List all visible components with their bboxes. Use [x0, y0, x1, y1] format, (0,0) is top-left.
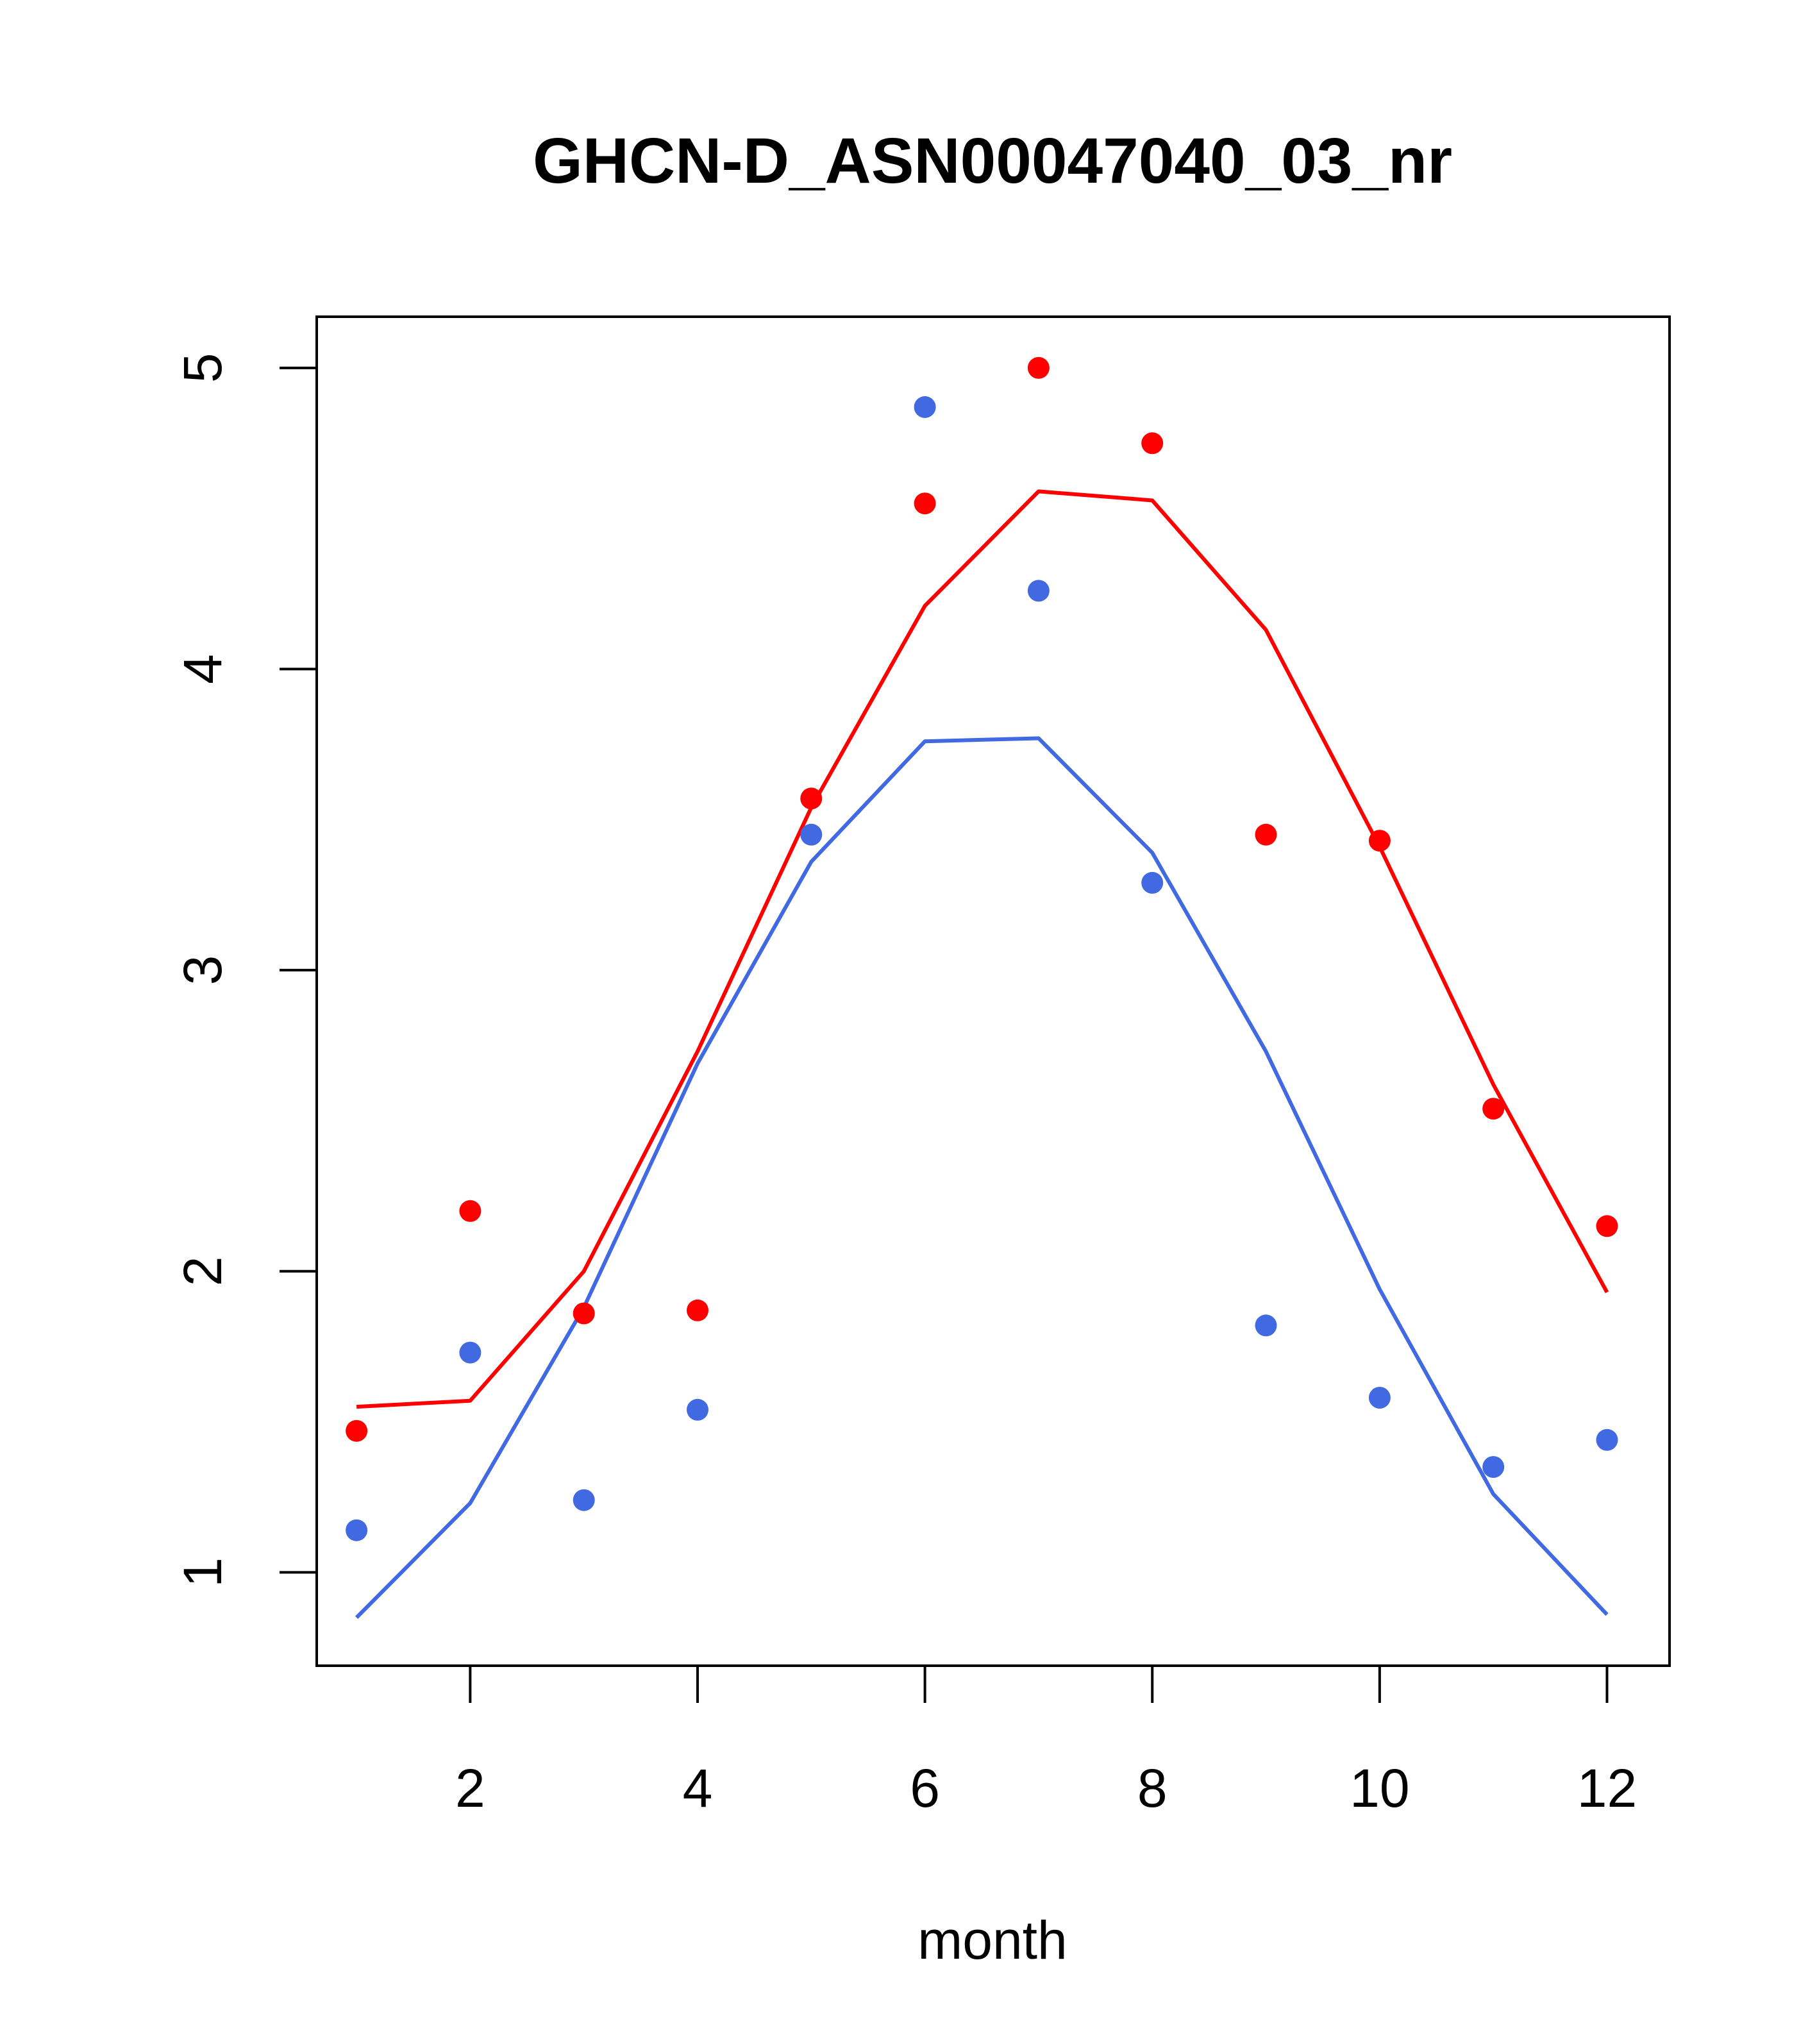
y-axis: 1 2 3 4 5: [172, 353, 317, 1587]
data-point-1-0: [346, 1519, 368, 1541]
data-point-1-3: [687, 1398, 708, 1421]
data-point-0-2: [573, 1302, 595, 1325]
data-point-0-3: [687, 1299, 708, 1321]
data-point-1-9: [1368, 1387, 1391, 1409]
y-tick-label: 4: [172, 654, 233, 684]
data-point-1-11: [1596, 1428, 1618, 1451]
x-tick-label: 6: [910, 1758, 940, 1818]
y-tick-label: 2: [172, 1256, 233, 1286]
plot-area: [346, 356, 1618, 1620]
data-point-1-1: [459, 1341, 481, 1364]
y-tick-label: 5: [172, 353, 233, 383]
x-axis-label: month: [917, 1910, 1067, 1970]
series-line-2: [356, 489, 1609, 1409]
data-point-0-0: [346, 1420, 368, 1442]
y-tick-label: 3: [172, 955, 233, 985]
x-tick-label: 8: [1137, 1758, 1168, 1818]
data-point-0-11: [1596, 1215, 1618, 1237]
plot-frame: [315, 315, 1671, 1667]
x-tick-label: 12: [1577, 1758, 1637, 1818]
x-axis: 2 4 6 8 10 12: [455, 1666, 1637, 1818]
data-point-1-6: [1027, 580, 1050, 602]
x-tick-label: 4: [683, 1758, 713, 1818]
data-point-1-4: [800, 823, 823, 846]
data-point-0-4: [800, 787, 823, 810]
data-point-0-10: [1482, 1098, 1505, 1120]
x-tick-label: 10: [1350, 1758, 1409, 1818]
data-point-1-2: [573, 1489, 595, 1511]
data-point-1-8: [1255, 1314, 1277, 1337]
data-point-0-1: [459, 1200, 481, 1222]
data-point-0-5: [914, 492, 936, 515]
data-point-1-10: [1482, 1456, 1505, 1478]
data-point-0-8: [1255, 823, 1277, 846]
x-tick-label: 2: [455, 1758, 485, 1818]
y-tick-label: 1: [172, 1557, 233, 1587]
data-point-1-5: [914, 396, 936, 418]
data-point-0-9: [1368, 830, 1391, 852]
series-line-3: [355, 736, 1609, 1620]
chart-title: GHCN-D_ASN00047040_03_nr: [533, 125, 1452, 197]
data-point-1-7: [1141, 871, 1164, 894]
data-point-0-7: [1141, 432, 1164, 455]
data-point-0-6: [1027, 356, 1050, 379]
